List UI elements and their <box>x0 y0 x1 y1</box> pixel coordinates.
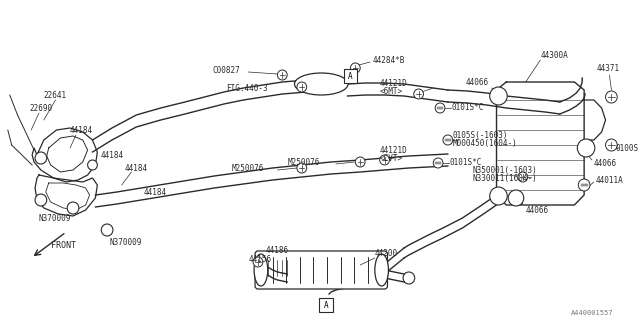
Circle shape <box>88 160 97 170</box>
Circle shape <box>67 202 79 214</box>
Text: 44300A: 44300A <box>540 51 568 60</box>
Text: 44066: 44066 <box>594 158 617 167</box>
Circle shape <box>278 70 287 80</box>
Ellipse shape <box>294 73 348 95</box>
Circle shape <box>490 87 508 105</box>
Text: 44186: 44186 <box>266 245 289 254</box>
Text: 22641: 22641 <box>44 91 67 100</box>
Text: A: A <box>348 71 353 81</box>
Text: 44184: 44184 <box>144 188 167 196</box>
Text: A: A <box>324 300 328 309</box>
Circle shape <box>518 172 527 182</box>
Text: A440001557: A440001557 <box>571 310 613 316</box>
Text: N330011(1604-): N330011(1604-) <box>472 173 537 182</box>
Text: 44371: 44371 <box>596 63 620 73</box>
Circle shape <box>101 224 113 236</box>
Text: 0105S(-1603): 0105S(-1603) <box>452 131 508 140</box>
Text: 44121D: 44121D <box>380 146 408 155</box>
Circle shape <box>443 135 452 145</box>
Circle shape <box>297 163 307 173</box>
Text: 0101S*C: 0101S*C <box>450 157 482 166</box>
Text: M000450(1604-): M000450(1604-) <box>452 139 518 148</box>
Circle shape <box>414 89 424 99</box>
Text: 44156: 44156 <box>248 255 271 265</box>
Circle shape <box>577 139 595 157</box>
Circle shape <box>355 157 365 167</box>
Text: 44011A: 44011A <box>596 175 623 185</box>
Text: 0100S: 0100S <box>615 143 639 153</box>
Circle shape <box>605 91 617 103</box>
Text: M250076: M250076 <box>232 164 264 172</box>
Circle shape <box>579 179 590 191</box>
Text: 44066: 44066 <box>465 77 488 86</box>
Text: 44184: 44184 <box>125 164 148 172</box>
Text: 44184: 44184 <box>100 150 124 159</box>
Circle shape <box>253 257 263 267</box>
Text: 44200: 44200 <box>375 249 398 258</box>
Text: <CVT>: <CVT> <box>380 154 403 163</box>
FancyBboxPatch shape <box>319 298 333 312</box>
Circle shape <box>403 272 415 284</box>
Text: 0101S*C: 0101S*C <box>452 102 484 111</box>
Text: 44066: 44066 <box>525 205 549 214</box>
Text: 22690: 22690 <box>29 103 52 113</box>
Circle shape <box>508 190 524 206</box>
Text: FIG.440-3: FIG.440-3 <box>226 84 268 92</box>
Text: C00827: C00827 <box>212 66 240 75</box>
Circle shape <box>490 187 508 205</box>
Text: <6MT>: <6MT> <box>380 86 403 95</box>
Text: N370009: N370009 <box>109 237 141 246</box>
Text: N370009: N370009 <box>39 213 71 222</box>
FancyBboxPatch shape <box>344 69 357 83</box>
Text: 44121D: 44121D <box>380 78 408 87</box>
FancyBboxPatch shape <box>255 251 387 289</box>
Text: 44284*B: 44284*B <box>373 55 405 65</box>
Circle shape <box>297 82 307 92</box>
Text: N350001(-1603): N350001(-1603) <box>472 165 537 174</box>
Text: FRONT: FRONT <box>51 241 76 250</box>
Ellipse shape <box>254 254 268 286</box>
Circle shape <box>433 158 443 168</box>
Circle shape <box>380 155 389 165</box>
Circle shape <box>351 63 360 73</box>
Text: 44184: 44184 <box>70 125 93 134</box>
Text: M250076: M250076 <box>287 157 319 166</box>
Circle shape <box>35 194 47 206</box>
Circle shape <box>435 103 445 113</box>
Ellipse shape <box>375 254 388 286</box>
Circle shape <box>605 139 617 151</box>
Circle shape <box>35 152 47 164</box>
